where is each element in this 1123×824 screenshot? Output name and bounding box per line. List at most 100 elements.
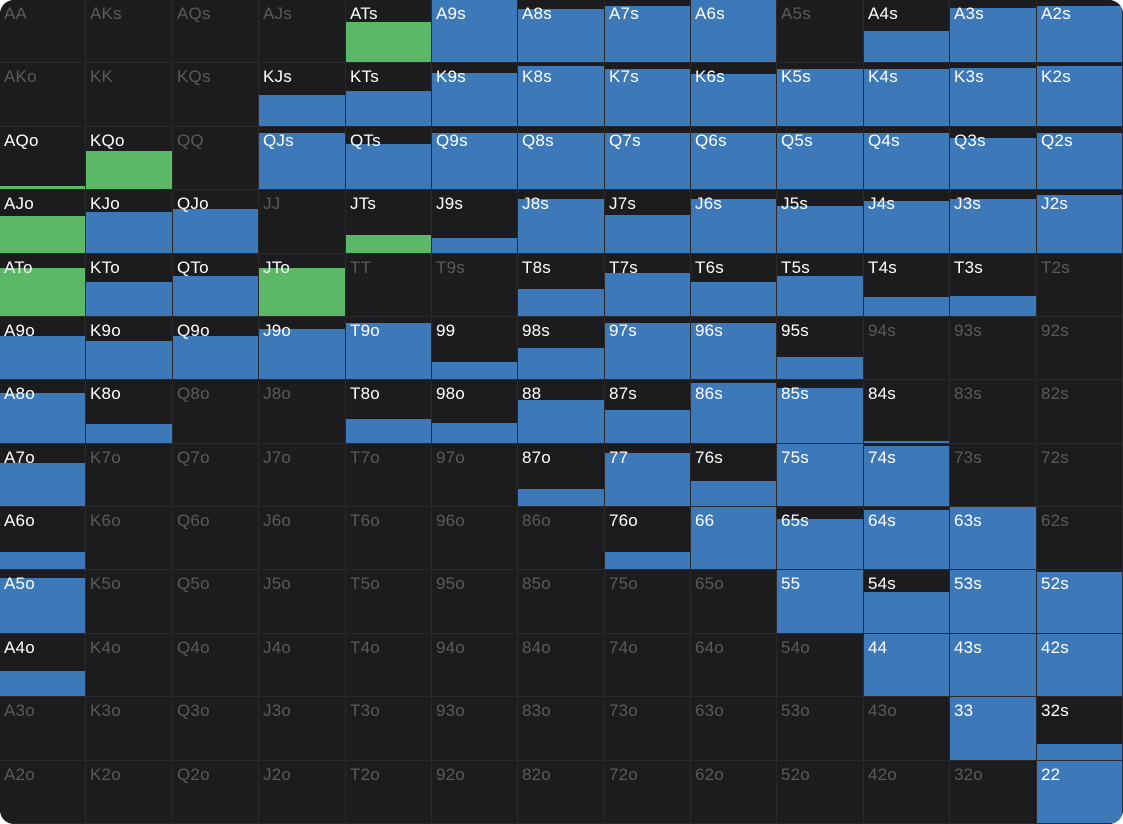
hand-cell-AJs[interactable]: AJs [259,0,346,63]
hand-cell-K2o[interactable]: K2o [86,761,173,824]
hand-cell-J7s[interactable]: J7s [605,190,691,254]
hand-cell-J5s[interactable]: J5s [777,190,864,254]
hand-cell-T4s[interactable]: T4s [864,254,950,317]
hand-cell-A4o[interactable]: A4o [0,634,86,697]
hand-cell-ATs[interactable]: ATs [346,0,432,63]
hand-cell-J3o[interactable]: J3o [259,697,346,761]
hand-cell-93o[interactable]: 93o [432,697,518,761]
hand-cell-54s[interactable]: 54s [864,570,950,634]
hand-cell-AA[interactable]: AA [0,0,86,63]
hand-cell-76s[interactable]: 76s [691,444,777,507]
hand-cell-A9s[interactable]: A9s [432,0,518,63]
hand-cell-92o[interactable]: 92o [432,761,518,824]
hand-cell-A3o[interactable]: A3o [0,697,86,761]
hand-cell-A2s[interactable]: A2s [1037,0,1123,63]
hand-cell-J9s[interactable]: J9s [432,190,518,254]
hand-cell-82s[interactable]: 82s [1037,380,1123,444]
hand-cell-QJo[interactable]: QJo [173,190,259,254]
hand-cell-A7s[interactable]: A7s [605,0,691,63]
hand-cell-T9s[interactable]: T9s [432,254,518,317]
hand-cell-T5s[interactable]: T5s [777,254,864,317]
hand-cell-A4s[interactable]: A4s [864,0,950,63]
hand-cell-A3s[interactable]: A3s [950,0,1037,63]
hand-cell-43o[interactable]: 43o [864,697,950,761]
hand-cell-96o[interactable]: 96o [432,507,518,570]
hand-cell-K4s[interactable]: K4s [864,63,950,127]
hand-cell-94s[interactable]: 94s [864,317,950,380]
hand-cell-Q8o[interactable]: Q8o [173,380,259,444]
hand-cell-33[interactable]: 33 [950,697,1037,761]
hand-cell-K5s[interactable]: K5s [777,63,864,127]
hand-cell-J6s[interactable]: J6s [691,190,777,254]
hand-cell-QTs[interactable]: QTs [346,127,432,190]
hand-cell-JTo[interactable]: JTo [259,254,346,317]
hand-cell-87s[interactable]: 87s [605,380,691,444]
hand-cell-T6s[interactable]: T6s [691,254,777,317]
hand-cell-63s[interactable]: 63s [950,507,1037,570]
hand-cell-42s[interactable]: 42s [1037,634,1123,697]
hand-cell-52s[interactable]: 52s [1037,570,1123,634]
hand-cell-KJo[interactable]: KJo [86,190,173,254]
hand-cell-83o[interactable]: 83o [518,697,605,761]
hand-cell-K6s[interactable]: K6s [691,63,777,127]
hand-cell-Q5o[interactable]: Q5o [173,570,259,634]
hand-cell-74o[interactable]: 74o [605,634,691,697]
hand-cell-73s[interactable]: 73s [950,444,1037,507]
hand-cell-74s[interactable]: 74s [864,444,950,507]
hand-cell-J6o[interactable]: J6o [259,507,346,570]
hand-cell-43s[interactable]: 43s [950,634,1037,697]
hand-cell-QJs[interactable]: QJs [259,127,346,190]
hand-cell-Q5s[interactable]: Q5s [777,127,864,190]
hand-cell-QTo[interactable]: QTo [173,254,259,317]
hand-cell-65o[interactable]: 65o [691,570,777,634]
hand-cell-99[interactable]: 99 [432,317,518,380]
hand-cell-84o[interactable]: 84o [518,634,605,697]
hand-cell-K9o[interactable]: K9o [86,317,173,380]
hand-cell-54o[interactable]: 54o [777,634,864,697]
hand-cell-T2s[interactable]: T2s [1037,254,1123,317]
hand-cell-32o[interactable]: 32o [950,761,1037,824]
hand-cell-A8s[interactable]: A8s [518,0,605,63]
hand-cell-87o[interactable]: 87o [518,444,605,507]
hand-cell-ATo[interactable]: ATo [0,254,86,317]
hand-cell-J5o[interactable]: J5o [259,570,346,634]
hand-cell-KTo[interactable]: KTo [86,254,173,317]
hand-cell-J4o[interactable]: J4o [259,634,346,697]
hand-cell-QQ[interactable]: QQ [173,127,259,190]
hand-cell-K3s[interactable]: K3s [950,63,1037,127]
hand-cell-AQo[interactable]: AQo [0,127,86,190]
hand-cell-A9o[interactable]: A9o [0,317,86,380]
hand-cell-Q7s[interactable]: Q7s [605,127,691,190]
hand-cell-KTs[interactable]: KTs [346,63,432,127]
hand-cell-K7o[interactable]: K7o [86,444,173,507]
hand-cell-Q4s[interactable]: Q4s [864,127,950,190]
hand-cell-A2o[interactable]: A2o [0,761,86,824]
hand-cell-T8o[interactable]: T8o [346,380,432,444]
hand-cell-Q6o[interactable]: Q6o [173,507,259,570]
hand-cell-JTs[interactable]: JTs [346,190,432,254]
hand-cell-K8s[interactable]: K8s [518,63,605,127]
hand-cell-95s[interactable]: 95s [777,317,864,380]
hand-cell-T5o[interactable]: T5o [346,570,432,634]
hand-cell-75o[interactable]: 75o [605,570,691,634]
hand-cell-66[interactable]: 66 [691,507,777,570]
hand-cell-32s[interactable]: 32s [1037,697,1123,761]
hand-cell-KK[interactable]: KK [86,63,173,127]
hand-cell-KJs[interactable]: KJs [259,63,346,127]
hand-cell-52o[interactable]: 52o [777,761,864,824]
hand-cell-K5o[interactable]: K5o [86,570,173,634]
hand-cell-A6s[interactable]: A6s [691,0,777,63]
hand-cell-98o[interactable]: 98o [432,380,518,444]
hand-cell-Q2s[interactable]: Q2s [1037,127,1123,190]
hand-cell-82o[interactable]: 82o [518,761,605,824]
hand-cell-88[interactable]: 88 [518,380,605,444]
hand-cell-JJ[interactable]: JJ [259,190,346,254]
hand-cell-K4o[interactable]: K4o [86,634,173,697]
hand-cell-86s[interactable]: 86s [691,380,777,444]
hand-cell-A6o[interactable]: A6o [0,507,86,570]
hand-cell-T2o[interactable]: T2o [346,761,432,824]
hand-cell-64s[interactable]: 64s [864,507,950,570]
hand-cell-T3s[interactable]: T3s [950,254,1037,317]
hand-cell-Q8s[interactable]: Q8s [518,127,605,190]
hand-cell-T4o[interactable]: T4o [346,634,432,697]
